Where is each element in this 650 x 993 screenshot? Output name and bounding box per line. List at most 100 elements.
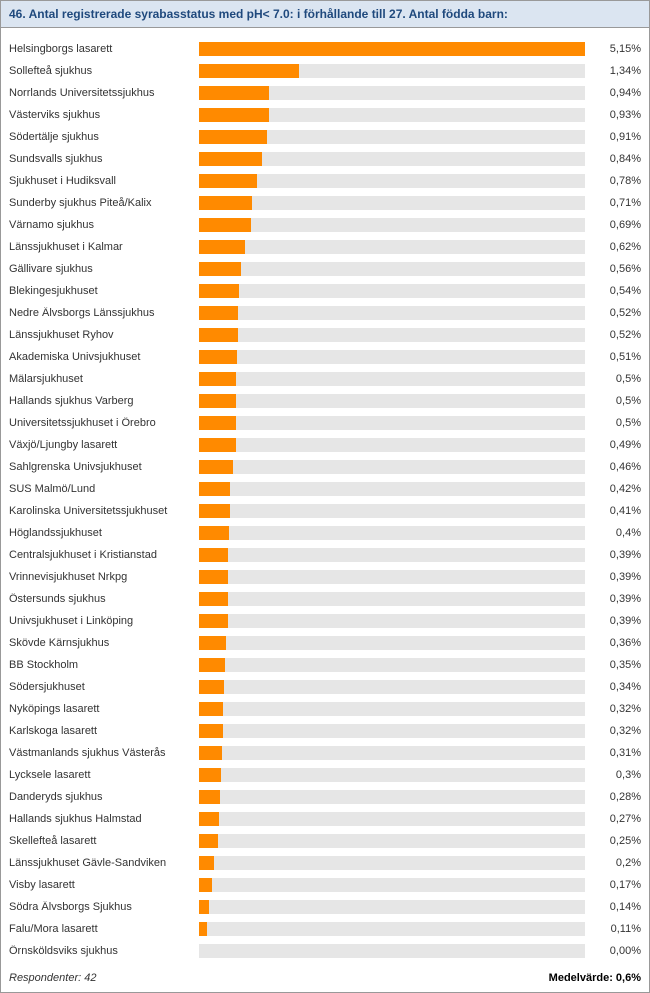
- row-value: 0,69%: [591, 219, 641, 231]
- row-label: Nyköpings lasarett: [9, 703, 199, 715]
- row-label: Länssjukhuset Ryhov: [9, 329, 199, 341]
- chart-footer: Respondenter: 42 Medelvärde: 0,6%: [1, 968, 649, 992]
- bar-area: [199, 152, 585, 166]
- chart-row: Södra Älvsborgs Sjukhus0,14%: [9, 896, 641, 918]
- row-label: Helsingborgs lasarett: [9, 43, 199, 55]
- bar-fill: [199, 306, 238, 320]
- bar-fill: [199, 460, 233, 474]
- row-label: Skövde Kärnsjukhus: [9, 637, 199, 649]
- bar-fill: [199, 790, 220, 804]
- bar-track: [199, 614, 585, 628]
- bar-fill: [199, 702, 223, 716]
- chart-row: Hallands sjukhus Varberg0,5%: [9, 390, 641, 412]
- row-value: 0,39%: [591, 549, 641, 561]
- row-label: Hallands sjukhus Halmstad: [9, 813, 199, 825]
- bar-fill: [199, 64, 299, 78]
- row-label: Nedre Älvsborgs Länssjukhus: [9, 307, 199, 319]
- row-label: Värnamo sjukhus: [9, 219, 199, 231]
- chart-title: 46. Antal registrerade syrabasstatus med…: [1, 1, 649, 28]
- bar-track: [199, 174, 585, 188]
- row-value: 0,94%: [591, 87, 641, 99]
- bar-track: [199, 680, 585, 694]
- bar-track: [199, 592, 585, 606]
- bar-area: [199, 856, 585, 870]
- bar-track: [199, 328, 585, 342]
- bar-track: [199, 504, 585, 518]
- chart-row: Karlskoga lasarett0,32%: [9, 720, 641, 742]
- row-label: Karolinska Universitetssjukhuset: [9, 505, 199, 517]
- row-value: 5,15%: [591, 43, 641, 55]
- row-value: 0,5%: [591, 417, 641, 429]
- bar-track: [199, 702, 585, 716]
- chart-row: SUS Malmö/Lund0,42%: [9, 478, 641, 500]
- bar-area: [199, 218, 585, 232]
- row-value: 0,62%: [591, 241, 641, 253]
- bar-area: [199, 702, 585, 716]
- bar-fill: [199, 636, 226, 650]
- row-label: Mälarsjukhuset: [9, 373, 199, 385]
- bar-track: [199, 900, 585, 914]
- bar-track: [199, 306, 585, 320]
- row-value: 0,41%: [591, 505, 641, 517]
- row-label: Södertälje sjukhus: [9, 131, 199, 143]
- row-value: 0,56%: [591, 263, 641, 275]
- bar-fill: [199, 196, 252, 210]
- chart-row: Skellefteå lasarett0,25%: [9, 830, 641, 852]
- chart-row: Nedre Älvsborgs Länssjukhus 0,52%: [9, 302, 641, 324]
- chart-row: Östersunds sjukhus0,39%: [9, 588, 641, 610]
- bar-track: [199, 548, 585, 562]
- row-value: 0,11%: [591, 923, 641, 935]
- bar-track: [199, 218, 585, 232]
- bar-area: [199, 350, 585, 364]
- bar-fill: [199, 350, 237, 364]
- bar-track: [199, 196, 585, 210]
- chart-row: Länssjukhuset Ryhov 0,52%: [9, 324, 641, 346]
- row-value: 0,52%: [591, 307, 641, 319]
- chart-row: Visby lasarett0,17%: [9, 874, 641, 896]
- bar-area: [199, 614, 585, 628]
- bar-area: [199, 174, 585, 188]
- chart-row: BB Stockholm0,35%: [9, 654, 641, 676]
- row-label: Södersjukhuset: [9, 681, 199, 693]
- bar-track: [199, 768, 585, 782]
- bar-area: [199, 790, 585, 804]
- bar-track: [199, 460, 585, 474]
- row-label: Lycksele lasarett: [9, 769, 199, 781]
- row-value: 0,35%: [591, 659, 641, 671]
- row-label: Gällivare sjukhus: [9, 263, 199, 275]
- bar-fill: [199, 152, 262, 166]
- bar-fill: [199, 130, 267, 144]
- row-label: Falu/Mora lasarett: [9, 923, 199, 935]
- bar-fill: [199, 504, 230, 518]
- chart-row: Länssjukhuset i Kalmar0,62%: [9, 236, 641, 258]
- row-value: 0,17%: [591, 879, 641, 891]
- bar-area: [199, 394, 585, 408]
- row-value: 0,49%: [591, 439, 641, 451]
- chart-row: Akademiska Univsjukhuset0,51%: [9, 346, 641, 368]
- row-label: Sjukhuset i Hudiksvall: [9, 175, 199, 187]
- bar-track: [199, 86, 585, 100]
- bar-area: [199, 460, 585, 474]
- row-value: 0,28%: [591, 791, 641, 803]
- chart-row: Danderyds sjukhus0,28%: [9, 786, 641, 808]
- row-value: 0,52%: [591, 329, 641, 341]
- chart-row: Mälarsjukhuset0,5%: [9, 368, 641, 390]
- row-value: 0,39%: [591, 593, 641, 605]
- bar-fill: [199, 680, 224, 694]
- chart-row: Sundsvalls sjukhus0,84%: [9, 148, 641, 170]
- bar-area: [199, 42, 585, 56]
- bar-track: [199, 64, 585, 78]
- bar-fill: [199, 614, 228, 628]
- chart-row: Västmanlands sjukhus Västerås0,31%: [9, 742, 641, 764]
- bar-fill: [199, 526, 229, 540]
- bar-track: [199, 152, 585, 166]
- mean-value: Medelvärde: 0,6%: [549, 972, 641, 984]
- bar-track: [199, 240, 585, 254]
- bar-track: [199, 130, 585, 144]
- bar-fill: [199, 438, 236, 452]
- chart-row: Länssjukhuset Gävle-Sandviken0,2%: [9, 852, 641, 874]
- row-value: 0,39%: [591, 571, 641, 583]
- chart-body: Helsingborgs lasarett5,15%Sollefteå sjuk…: [1, 28, 649, 968]
- bar-track: [199, 284, 585, 298]
- row-value: 0,32%: [591, 703, 641, 715]
